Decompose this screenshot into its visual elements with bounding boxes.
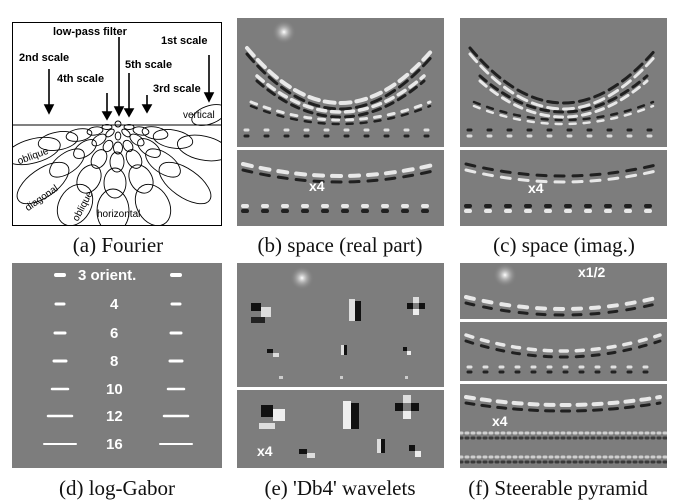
orient-label-10: 10 <box>106 381 123 398</box>
db4-zoom-label: x4 <box>257 443 273 459</box>
scale4-label: 4th scale <box>57 73 105 85</box>
caption-f: (f) Steerable pyramid <box>468 476 648 500</box>
steerable-zoom-top-label: x1/2 <box>578 264 606 280</box>
steerable-pyramid-image <box>460 263 667 464</box>
horizontal-label: horizontal <box>97 209 141 220</box>
imag-filter-image <box>460 46 667 213</box>
orient-label-6: 6 <box>110 325 119 342</box>
db4-wavelets-panel: x4 <box>237 263 444 468</box>
caption-d: (d) log-Gabor <box>58 476 176 500</box>
log-gabor-image <box>43 273 193 445</box>
orient-label-3: 3 orient. <box>78 267 137 284</box>
space-imag-panel: x4 <box>460 18 667 226</box>
caption-a: (a) Fourier <box>72 233 164 257</box>
db4-wavelets-image <box>237 266 444 458</box>
orient-label-12: 12 <box>106 408 123 425</box>
orient-label-16: 16 <box>106 436 123 453</box>
orient-label-4: 4 <box>110 296 119 313</box>
steerable-pyramid-panel: x1/2 x4 <box>460 263 667 468</box>
real-filter-image <box>237 20 444 213</box>
orient-label-8: 8 <box>110 353 119 370</box>
vertical-label: vertical <box>183 110 215 121</box>
fourier-tiling-diagram <box>13 37 221 225</box>
scale3-label: 3rd scale <box>153 83 201 95</box>
steerable-zoom-bottom-label: x4 <box>492 413 508 429</box>
caption-e: (e) 'Db4' wavelets <box>264 476 416 500</box>
scale2-label: 2nd scale <box>19 52 70 64</box>
low-pass-label: low-pass filter <box>53 26 127 38</box>
space-real-panel: x4 <box>237 18 444 226</box>
caption-c: (c) space (imag.) <box>493 233 635 257</box>
scale5-label: 5th scale <box>125 59 173 71</box>
caption-b: (b) space (real part) <box>257 233 423 257</box>
fourier-panel: low-pass filter 1st scale 2nd scale 5th … <box>12 22 222 226</box>
scale1-label: 1st scale <box>161 35 208 47</box>
real-zoom-label: x4 <box>309 178 325 194</box>
log-gabor-panel: 3 orient. 4 6 8 10 12 16 <box>12 263 222 468</box>
imag-zoom-label: x4 <box>528 180 544 196</box>
